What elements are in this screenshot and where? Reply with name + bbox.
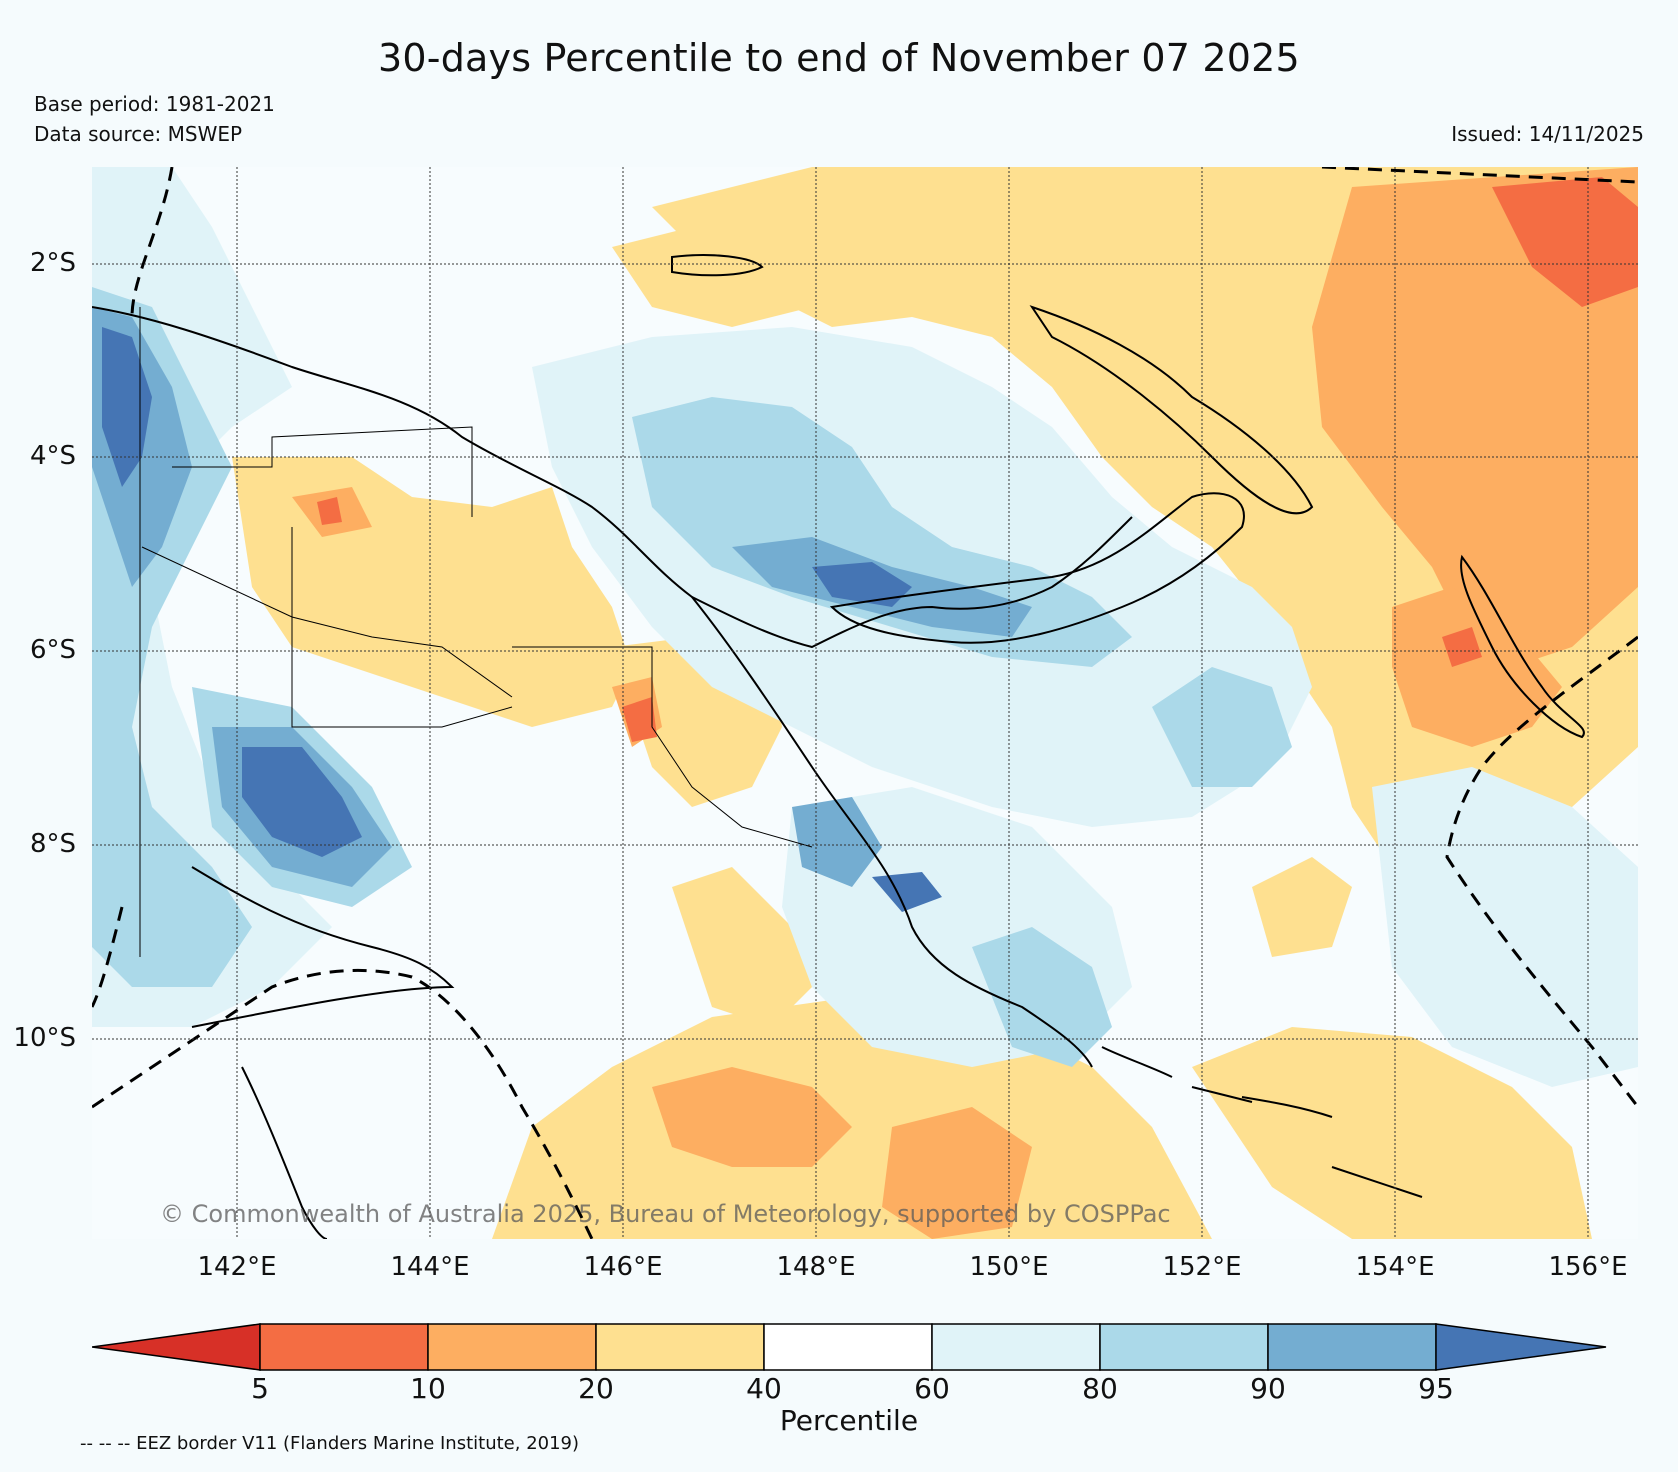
eez-border-east: [1445, 635, 1638, 1108]
graticule: [92, 167, 1638, 1239]
lat-label-10s: 10°S: [13, 1023, 76, 1053]
lon-label-156e: 156°E: [1548, 1252, 1628, 1282]
borders: [139, 307, 813, 957]
map-title: 30-days Percentile to end of November 07…: [378, 36, 1300, 80]
colorbar-90-95: [1267, 1323, 1437, 1371]
data-source: Data source: MSWEP: [34, 122, 243, 146]
drier-region-northeast: [1312, 167, 1638, 667]
base-period: Base period: 1981-2021: [34, 92, 275, 116]
dry-region-south: [492, 997, 1212, 1239]
lon-label-144e: 144°E: [390, 1252, 470, 1282]
border-province-4: [512, 646, 813, 848]
dry-region-east-mid: [1252, 857, 1352, 957]
coastline-new-guinea-south: [691, 596, 1093, 1068]
drier-region-south: [652, 1067, 852, 1167]
coastline-new-britain: [829, 492, 1245, 644]
colorbar-tick-90: 90: [1250, 1372, 1286, 1405]
wet-region-light-southeast: [1372, 767, 1638, 1087]
drier-regions: [292, 167, 1638, 1239]
wet-region-darkest-central: [812, 562, 912, 607]
driest-regions: [317, 177, 1638, 742]
border-province-3: [291, 527, 513, 728]
driest-region-northeast: [1492, 177, 1638, 307]
lat-label-8s: 8°S: [29, 829, 76, 859]
wet-region-mid-southeast: [972, 927, 1112, 1067]
colorbar-80-90: [1099, 1323, 1269, 1371]
lon-label-150e: 150°E: [969, 1252, 1049, 1282]
colorbar-tick-60: 60: [914, 1372, 950, 1405]
coastline-new-ireland: [1029, 305, 1314, 515]
dry-region-southeast: [1192, 1027, 1592, 1239]
lon-label-142e: 142°E: [197, 1252, 277, 1282]
wet-region-mid-east: [1152, 667, 1292, 787]
lat-label-2s: 2°S: [29, 248, 76, 278]
colorbar-tick-5: 5: [251, 1372, 269, 1405]
coastline-manus: [671, 254, 764, 277]
eez-border-southwest: [92, 968, 594, 1239]
wet-region-dark-south: [792, 797, 882, 887]
colorbar-10-20: [427, 1323, 597, 1371]
lat-label-4s: 4°S: [29, 441, 76, 471]
coastlines: [92, 254, 1585, 1239]
issued-date: Issued: 14/11/2025: [1451, 122, 1644, 146]
dry-region-north: [612, 227, 812, 327]
colorbar-tick-80: 80: [1082, 1372, 1118, 1405]
eez-border: [92, 167, 1638, 1239]
percentile-map: [92, 167, 1638, 1239]
eez-border-northeast: [1321, 167, 1638, 184]
lon-label-154e: 154°E: [1355, 1252, 1435, 1282]
dry-region-southcentral: [672, 867, 812, 1027]
drier-region-south2: [882, 1107, 1032, 1239]
colorbar-label: Percentile: [779, 1404, 919, 1437]
coastline-louisiade: [1241, 1096, 1423, 1198]
colorbar-tick-20: 20: [578, 1372, 614, 1405]
driest-region-central: [622, 697, 657, 742]
driest-region-west: [317, 497, 342, 525]
lon-label-152e: 152°E: [1162, 1252, 1242, 1282]
colorbar-tick-95: 95: [1418, 1372, 1454, 1405]
drier-region-east: [1392, 587, 1562, 747]
wet-region-darkest-southwest: [242, 747, 362, 857]
colorbar-20-40: [595, 1323, 765, 1371]
colorbar-tick-10: 10: [410, 1372, 446, 1405]
colorbar-tick-40: 40: [746, 1372, 782, 1405]
coastline-southeast-islands: [1101, 1046, 1253, 1103]
lon-label-146e: 146°E: [583, 1252, 663, 1282]
wet-region-darkest-south: [872, 872, 942, 912]
coastline-bougainville: [1460, 554, 1585, 739]
colorbar-40-60: [763, 1323, 933, 1371]
colorbar-60-80: [931, 1323, 1101, 1371]
coastline-south-west: [191, 866, 455, 1028]
colorbar-5-10: [259, 1323, 429, 1371]
colorbar: [92, 1323, 1607, 1371]
colorbar-below-5: [92, 1323, 261, 1371]
wet-regions: [92, 167, 1638, 1087]
coastline-australia-tip: [241, 1066, 328, 1239]
eez-border-west: [92, 167, 174, 1008]
colorbar-above-95: [1435, 1323, 1607, 1371]
border-province-2: [141, 546, 513, 698]
copyright-watermark: © Commonwealth of Australia 2025, Bureau…: [160, 1200, 1171, 1228]
lon-label-148e: 148°E: [776, 1252, 856, 1282]
lat-label-6s: 6°S: [29, 635, 76, 665]
eez-footnote: -- -- -- EEZ border V11 (Flanders Marine…: [80, 1433, 580, 1454]
driest-region-east: [1442, 627, 1482, 667]
coastline-new-guinea-north: [92, 306, 1133, 649]
